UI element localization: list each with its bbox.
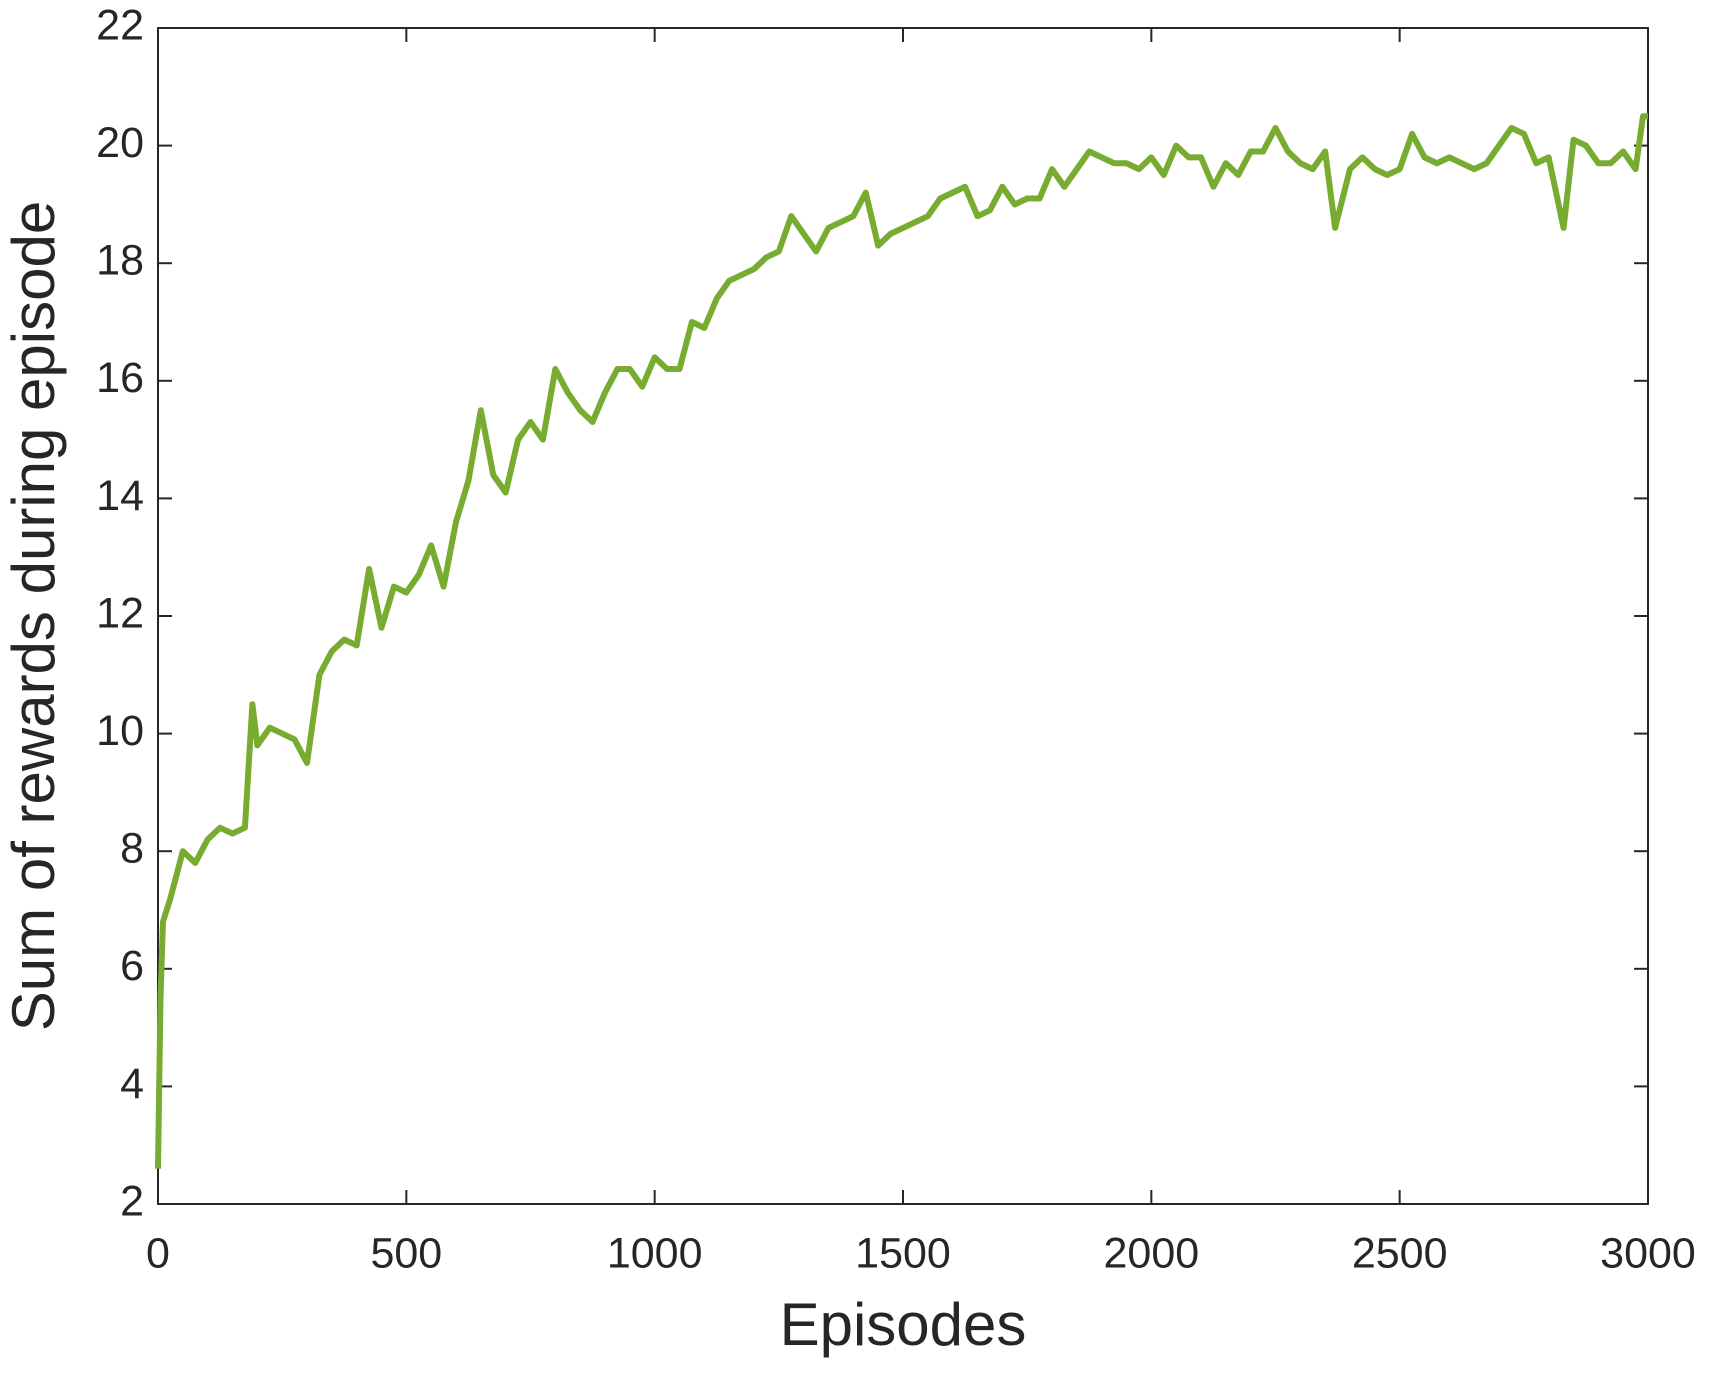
y-tick-label: 6	[120, 942, 144, 990]
y-tick-label: 16	[96, 354, 144, 402]
y-tick-label: 8	[120, 825, 144, 873]
plot-frame	[157, 27, 1649, 1205]
y-tick-label: 18	[96, 237, 144, 285]
y-tick-label: 20	[96, 119, 144, 167]
y-tick-label: 22	[96, 1, 144, 49]
data-line	[155, 113, 1648, 1169]
x-tick-label: 2500	[1352, 1229, 1448, 1277]
y-tick-label: 2	[120, 1177, 144, 1225]
x-tick-label: 0	[146, 1229, 170, 1277]
x-tick-label: 1500	[855, 1229, 951, 1277]
y-axis-label: Sum of rewards during episode	[0, 201, 67, 1031]
x-axis-label: Episodes	[780, 1291, 1027, 1358]
x-tick-label: 3000	[1600, 1229, 1696, 1277]
x-tick-label: 1000	[607, 1229, 703, 1277]
y-tick-label: 12	[96, 589, 144, 637]
y-tick-label: 10	[96, 707, 144, 755]
y-tick-label: 4	[120, 1060, 144, 1108]
y-tick-label: 14	[96, 472, 144, 520]
x-tick-label: 500	[370, 1229, 442, 1277]
x-tick-label: 2000	[1103, 1229, 1199, 1277]
